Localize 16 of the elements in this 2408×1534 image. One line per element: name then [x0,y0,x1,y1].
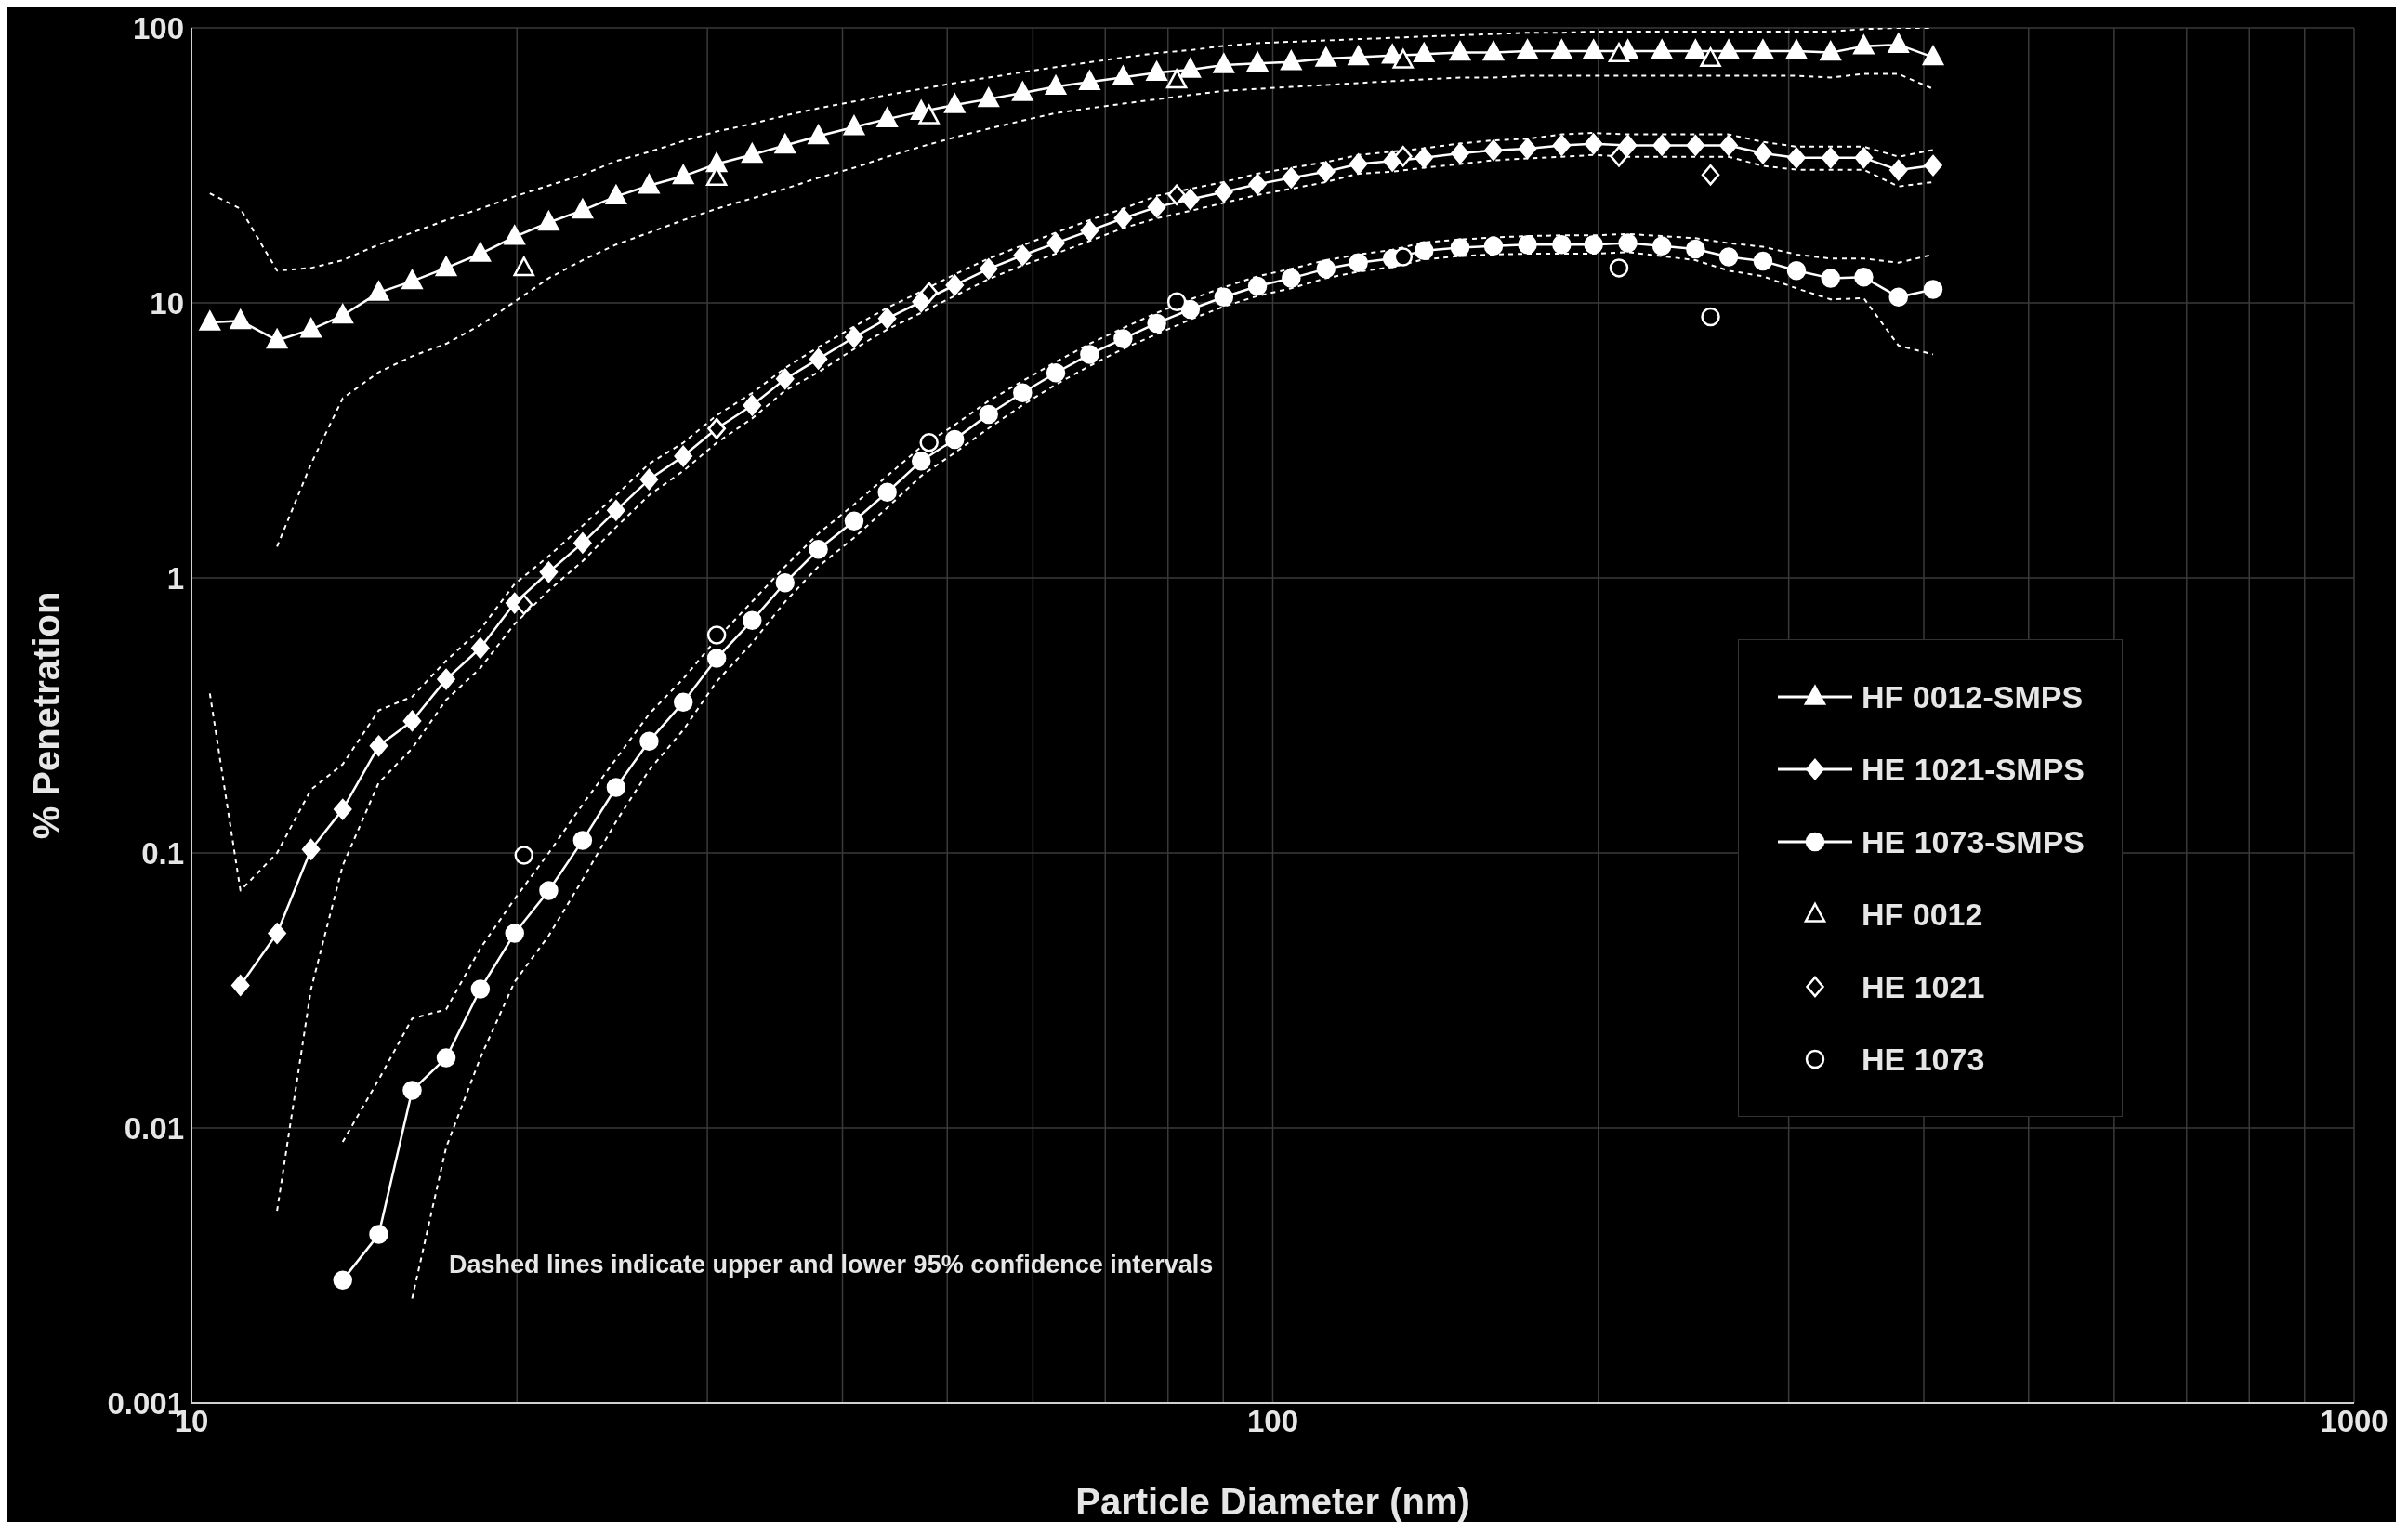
legend-label: HF 0012 [1862,896,1983,933]
y-tick-label: 1 [166,560,184,596]
legend-label: HE 1021-SMPS [1862,751,2085,788]
legend-label: HE 1073-SMPS [1862,823,2085,860]
annotation: Dashed lines indicate upper and lower 95% confidence intervals [449,1251,1214,1279]
x-tick-label: 100 [1246,1404,1299,1439]
y-tick-label: 0.1 [141,835,184,871]
x-tick-label: 1000 [2320,1404,2388,1439]
y-axis-title: % Penetration [26,591,68,840]
legend-label: HE 1073 [1862,1041,1985,1078]
y-tick-label: 100 [132,10,184,46]
legend-label: HF 0012-SMPS [1862,678,2084,715]
y-tick-label: 0.01 [124,1110,184,1146]
y-tick-label: 10 [150,285,184,321]
x-axis-title: Particle Diameter (nm) [1075,1481,1470,1522]
legend-label: HE 1021 [1862,968,1985,1005]
